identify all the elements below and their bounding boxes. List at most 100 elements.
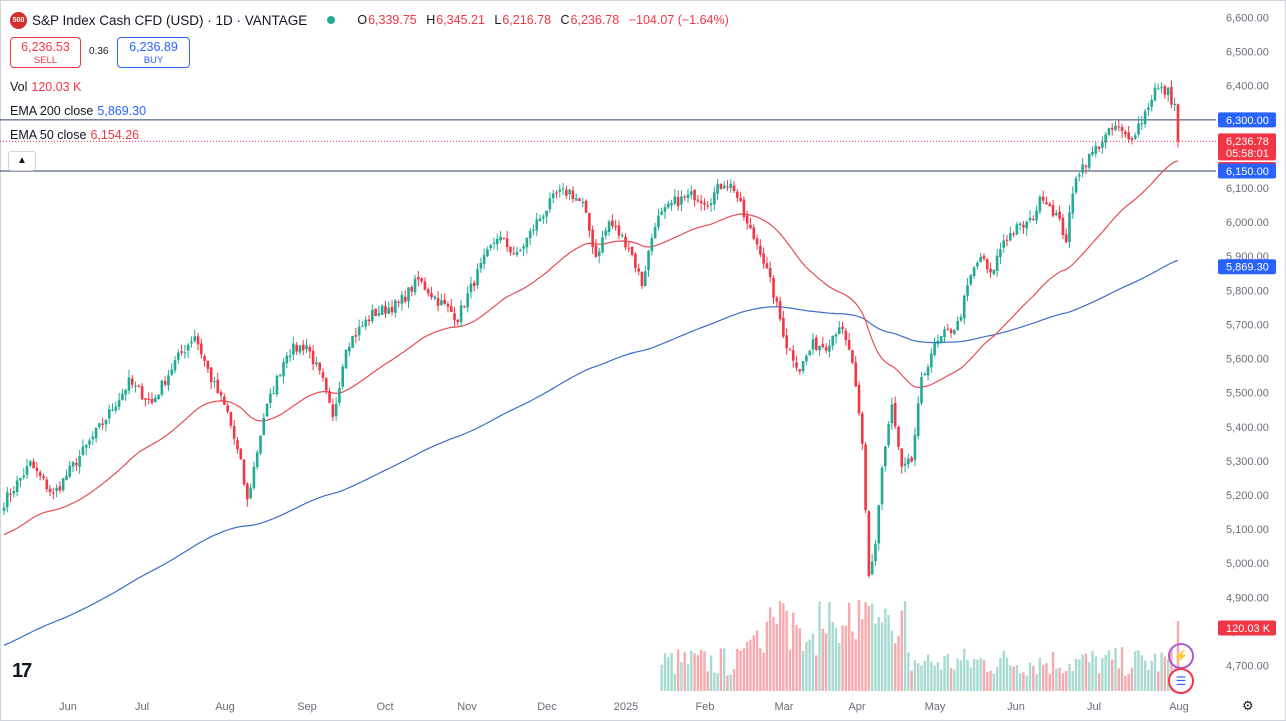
candle-body [923, 373, 927, 376]
us-flag-icon[interactable]: ☰ [1168, 668, 1194, 694]
volume-bar [719, 648, 723, 691]
candle-body [518, 249, 522, 251]
y-tick-label: 5,400.00 [1226, 422, 1269, 434]
candle-body [930, 353, 933, 368]
candle-body [1120, 127, 1124, 132]
candle-body [315, 362, 318, 365]
price-tag-bg [1218, 259, 1276, 275]
volume-bar [930, 661, 933, 691]
candle-body [634, 253, 637, 269]
candle-body [1094, 145, 1098, 154]
gear-icon[interactable]: ⚙ [1242, 698, 1254, 713]
candle-body [1150, 100, 1153, 107]
tradingview-logo[interactable]: 17 [12, 660, 32, 682]
volume-bar [910, 670, 913, 691]
candle-body [354, 335, 358, 337]
candle-body [920, 376, 923, 404]
candle-body [729, 183, 733, 189]
volume-bar [933, 665, 936, 691]
low-value: 6,216.78 [502, 13, 552, 27]
candle-body [495, 238, 499, 245]
candle-body [647, 250, 650, 271]
candle-body [347, 346, 351, 352]
candle-body [94, 427, 98, 439]
volume-bar [703, 651, 706, 691]
candle-body [344, 349, 348, 369]
x-tick-label: Jun [59, 701, 77, 713]
candle-body [1008, 233, 1012, 241]
volume-bar [1045, 663, 1048, 691]
volume-bar [749, 639, 752, 691]
candle-body [620, 235, 624, 237]
chevron-up-icon: ▲ [17, 155, 27, 166]
candle-body [762, 253, 765, 264]
y-tick-label: 6,000.00 [1226, 217, 1269, 229]
candle-body [436, 297, 440, 306]
lightning-icon[interactable]: ⚡ [1168, 643, 1194, 669]
volume-bar [713, 672, 716, 691]
volume-bar [739, 650, 742, 691]
candle-body [186, 344, 190, 351]
candle-body [857, 384, 861, 414]
candle-body [709, 203, 713, 206]
candle-body [55, 487, 58, 492]
volume-bar [913, 660, 917, 691]
chart-header: 500 S&P Index Cash CFD (USD) · 1D · VANT… [10, 11, 729, 29]
horizontal-lines [0, 119, 1216, 172]
price-tag: 120.03 K [1218, 620, 1276, 636]
candle-body [811, 339, 815, 350]
candle-body [91, 436, 95, 440]
legend-volume[interactable]: Vol 120.03 K [10, 80, 81, 94]
candle-body [374, 308, 377, 317]
market-status-dot[interactable] [327, 16, 336, 24]
candle-body [190, 341, 193, 344]
candle-body [1147, 107, 1150, 111]
symbol-title[interactable]: S&P Index Cash CFD (USD) · 1D · VANTAGE [32, 12, 308, 28]
high-value: 6,345.21 [436, 13, 485, 27]
candle-body [742, 199, 746, 218]
volume-bar [742, 648, 746, 691]
volume-bar [752, 635, 755, 691]
candle-body [900, 448, 904, 467]
x-tick-label: Aug [215, 701, 235, 713]
candle-body [446, 304, 450, 307]
candle-body [782, 317, 785, 337]
candle-body [12, 491, 16, 494]
sell-button[interactable]: 6,236.53 SELL [10, 37, 81, 68]
candle-body [650, 238, 654, 252]
candle-body [1078, 174, 1081, 177]
candle-body [630, 247, 634, 255]
candle-body [298, 345, 302, 353]
volume-bar [1124, 675, 1127, 691]
candle-body [719, 183, 723, 189]
price-tag-label: 5,869.30 [1226, 262, 1269, 274]
volume-bar [936, 662, 940, 691]
volume-bar [792, 612, 795, 691]
candle-body [318, 362, 321, 371]
candle-body [1051, 205, 1055, 216]
legend-ema200[interactable]: EMA 200 close 5,869.30 [10, 104, 146, 118]
candle-body [545, 210, 548, 217]
legend-ema50[interactable]: EMA 50 close 6,154.26 [10, 128, 139, 142]
volume-bar [673, 673, 677, 691]
candle-body [167, 375, 170, 386]
candle-body [1173, 103, 1177, 105]
candle-body [907, 458, 910, 465]
volume-bar [716, 673, 719, 691]
x-tick-label: Sep [297, 701, 317, 713]
candle-body [795, 362, 798, 368]
candle-body [301, 344, 305, 351]
candle-body [219, 392, 223, 396]
buy-button[interactable]: 6,236.89 BUY [117, 37, 190, 68]
volume-bar [821, 628, 825, 691]
symbol-logo[interactable]: 500 [10, 11, 27, 29]
candle-body [252, 466, 256, 488]
candle-body [367, 319, 371, 322]
volume-bar [1084, 653, 1088, 691]
price-tag-bg [1218, 133, 1276, 161]
collapse-legend-button[interactable]: ▲ [8, 151, 36, 171]
y-tick-label: 4,900.00 [1226, 592, 1269, 604]
candle-body [15, 480, 19, 493]
candle-body [992, 269, 996, 274]
